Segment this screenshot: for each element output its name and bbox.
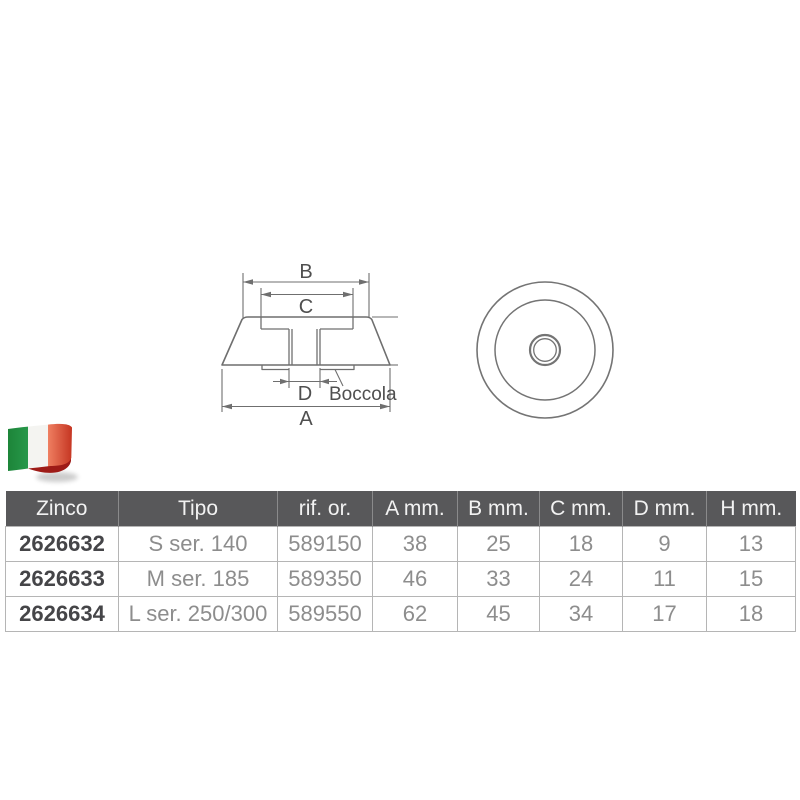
header-cell-zinco: Zinco — [5, 491, 119, 527]
cell-c: 18 — [539, 526, 623, 562]
header-cell-h-mm: H mm. — [706, 491, 796, 527]
cell-code: 2626632 — [5, 526, 119, 562]
cell-h: 13 — [706, 526, 796, 562]
anode-side-view — [221, 273, 398, 412]
boccola-profile — [260, 317, 355, 371]
spec-table-header-row: Zinco Tipo rif. or. A mm. B mm. C mm. D … — [5, 491, 796, 527]
anode-body-outline — [221, 316, 391, 366]
cell-c: 34 — [539, 596, 623, 632]
dim-label-a: A — [299, 408, 313, 430]
header-cell-tipo: Tipo — [118, 491, 278, 527]
dimension-D — [273, 368, 337, 388]
header-cell-c-mm: C mm. — [539, 491, 623, 527]
dim-label-d: D — [298, 383, 312, 405]
cell-d: 9 — [622, 526, 707, 562]
table-row: 2626633 M ser. 185 589350 46 33 24 11 15 — [5, 561, 796, 597]
cell-h: 18 — [706, 596, 796, 632]
flag-shadow — [36, 472, 78, 482]
header-cell-b-mm: B mm. — [457, 491, 540, 527]
bushing-inner-ring — [533, 338, 557, 362]
flag-fold — [28, 457, 71, 473]
cell-a: 38 — [372, 526, 458, 562]
boccola-label: Boccola — [329, 384, 397, 405]
cell-tipo: S ser. 140 — [118, 526, 278, 562]
cell-a: 62 — [372, 596, 458, 632]
cell-rif: 589350 — [277, 561, 373, 597]
cell-a: 46 — [372, 561, 458, 597]
cell-b: 33 — [457, 561, 540, 597]
outer-circle — [476, 281, 614, 419]
header-cell-a-mm: A mm. — [372, 491, 458, 527]
header-cell-d-mm: D mm. — [622, 491, 707, 527]
cell-code: 2626634 — [5, 596, 119, 632]
cell-rif: 589550 — [277, 596, 373, 632]
technical-drawing: B C D A Boccola — [8, 261, 614, 482]
cell-tipo: M ser. 185 — [118, 561, 278, 597]
anode-top-view — [476, 281, 614, 419]
cell-tipo: L ser. 250/300 — [118, 596, 278, 632]
flag-red-band — [48, 423, 72, 467]
table-row: 2626632 S ser. 140 589150 38 25 18 9 13 — [5, 526, 796, 562]
dim-label-c: C — [299, 296, 313, 318]
cell-c: 24 — [539, 561, 623, 597]
dimension-C — [260, 288, 354, 317]
inner-circle — [494, 299, 596, 401]
table-row: 2626634 L ser. 250/300 589550 62 45 34 1… — [5, 596, 796, 632]
dimension-B — [242, 273, 370, 318]
header-cell-rif-or: rif. or. — [277, 491, 373, 527]
cell-h: 15 — [706, 561, 796, 597]
bushing-outer-ring — [528, 333, 562, 367]
dim-label-b: B — [299, 261, 312, 283]
flag-green-band — [8, 426, 28, 471]
cell-code: 2626633 — [5, 561, 119, 597]
cell-b: 25 — [457, 526, 540, 562]
cell-d: 17 — [622, 596, 707, 632]
flag-white-band — [28, 424, 48, 469]
cell-d: 11 — [622, 561, 707, 597]
cell-b: 45 — [457, 596, 540, 632]
boccola-leader-line — [334, 369, 344, 387]
spec-table: Zinco Tipo rif. or. A mm. B mm. C mm. D … — [5, 491, 796, 632]
italy-flag-icon — [8, 423, 78, 482]
dimension-A — [221, 368, 391, 412]
cell-rif: 589150 — [277, 526, 373, 562]
